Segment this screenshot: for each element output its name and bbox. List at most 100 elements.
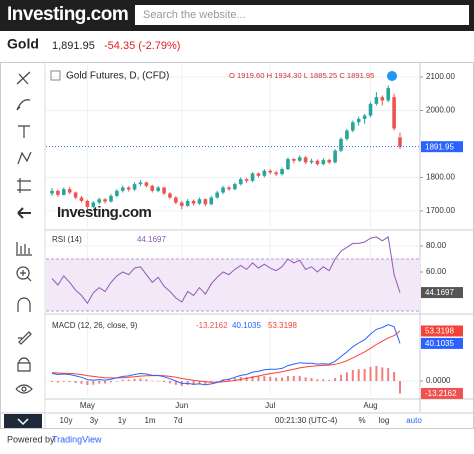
candle-body <box>233 184 237 190</box>
rsi-last-label: 44.1697 <box>425 288 454 297</box>
y-tick-label: 1700.00 <box>426 206 455 215</box>
candle-body <box>97 199 101 203</box>
histogram-bar <box>115 380 118 382</box>
histogram-bar <box>192 381 195 385</box>
candle-body <box>262 170 267 176</box>
candle-body <box>380 97 385 101</box>
toolbar-toggle[interactable] <box>4 414 42 428</box>
candle-body <box>138 182 143 185</box>
histogram-bar <box>174 381 177 385</box>
scale-button[interactable]: % <box>358 416 365 425</box>
range-button[interactable]: 7d <box>174 416 183 425</box>
histogram-bar <box>92 381 95 385</box>
histogram-bar <box>151 380 154 382</box>
tool-icon[interactable] <box>16 71 31 85</box>
candle-body <box>85 200 90 207</box>
scale-button[interactable]: auto <box>406 416 422 425</box>
candle-body <box>56 190 60 195</box>
toolbar-toggle-icon[interactable] <box>17 418 29 426</box>
event-badge[interactable] <box>387 71 397 81</box>
histogram-bar <box>340 374 343 382</box>
range-button[interactable]: 1y <box>118 416 126 425</box>
histogram-bar <box>310 378 313 382</box>
macd-legend-value: 40.1035 <box>232 321 261 330</box>
histogram-bar <box>74 381 77 384</box>
tool-icon[interactable] <box>17 357 31 372</box>
y-tick-label: 2100.00 <box>426 72 455 81</box>
candle-body <box>221 187 225 193</box>
candle-body <box>50 190 54 194</box>
tool-icon[interactable] <box>18 331 32 345</box>
tool-icon[interactable] <box>18 125 30 138</box>
candle-body <box>156 187 160 191</box>
range-button[interactable]: 1m <box>144 416 155 425</box>
tool-icon[interactable] <box>16 99 31 111</box>
histogram-bar <box>393 372 396 382</box>
candle-body <box>162 187 166 194</box>
rsi-band <box>46 259 420 311</box>
legend-toggle[interactable] <box>50 70 61 81</box>
candle-body <box>115 190 119 196</box>
tool-icon[interactable] <box>17 178 31 193</box>
candle-body <box>144 182 149 186</box>
histogram-bar <box>304 377 307 382</box>
y-tick-label: 60.00 <box>426 267 447 276</box>
histogram-bar <box>216 381 219 382</box>
candle-body <box>345 130 349 139</box>
candle-body <box>238 179 243 185</box>
range-button[interactable]: 3y <box>90 416 98 425</box>
y-tick-label: 0.0000 <box>426 376 451 385</box>
histogram-bar <box>363 368 366 382</box>
histogram-bar <box>369 366 372 382</box>
histogram-bar <box>263 376 266 382</box>
scale-button[interactable]: log <box>379 416 390 425</box>
tool-icon[interactable] <box>17 151 32 165</box>
candle-body <box>368 103 373 116</box>
time-label: May <box>80 401 95 410</box>
search-box[interactable] <box>135 5 469 25</box>
candle-body <box>73 192 78 198</box>
time-label: Aug <box>363 401 377 410</box>
candle-body <box>351 122 355 131</box>
search-placeholder[interactable]: Search the website... <box>143 9 246 21</box>
histogram-bar <box>198 381 201 384</box>
candle-body <box>197 199 202 204</box>
histogram-bar <box>109 381 112 383</box>
candle-body <box>274 172 278 175</box>
macd-last-label: 40.1035 <box>425 339 454 348</box>
macd-line <box>51 324 401 386</box>
tool-icon[interactable] <box>16 266 32 282</box>
histogram-bar <box>381 367 384 382</box>
histogram-bar <box>292 375 295 382</box>
tool-icon[interactable] <box>15 384 33 394</box>
last-price: 1,891.95 <box>52 40 95 52</box>
histogram-bar <box>399 381 401 394</box>
candle-body <box>103 199 107 202</box>
candle-body <box>268 170 273 173</box>
candle-body <box>356 118 361 123</box>
histogram-bar <box>104 381 107 384</box>
tool-icon[interactable] <box>17 207 31 219</box>
footer-link[interactable]: TradingView <box>52 434 102 444</box>
histogram-bar <box>204 381 207 385</box>
time-label: Jun <box>175 401 188 410</box>
histogram-bar <box>351 369 354 382</box>
histogram-bar <box>80 381 83 384</box>
rsi-last-label-box <box>421 287 463 299</box>
histogram-bar <box>163 381 166 383</box>
candle-body <box>333 150 337 163</box>
tool-icon[interactable] <box>17 297 31 312</box>
candle-body <box>174 197 178 203</box>
candle-body <box>327 160 332 163</box>
histogram-bar <box>257 376 260 382</box>
candle-body <box>132 184 137 190</box>
watermark: Investing.com <box>57 204 152 221</box>
candle-body <box>386 88 391 101</box>
candle-body <box>215 192 219 198</box>
range-button[interactable]: 10y <box>60 416 73 425</box>
histogram-bar <box>281 377 284 382</box>
signal-line <box>51 330 401 383</box>
tool-icon[interactable] <box>16 242 32 256</box>
candle-body <box>374 97 379 104</box>
logo[interactable]: Investing.com <box>7 4 129 25</box>
